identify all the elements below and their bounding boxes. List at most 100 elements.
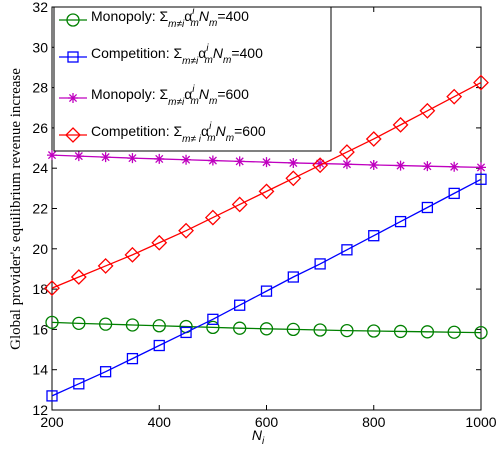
y-tick-label: 26 — [32, 120, 48, 136]
data-point — [126, 352, 139, 365]
data-point — [70, 269, 87, 285]
legend-item: Competition: Σm≠ iαi mNm=600 — [59, 121, 266, 145]
series-1 — [45, 315, 488, 340]
data-point — [153, 339, 165, 352]
data-point — [259, 322, 274, 336]
data-point — [180, 326, 192, 339]
y-tick-label: 32 — [32, 0, 48, 15]
y-axis-label: Global provider's equilibrium revenue in… — [8, 68, 24, 350]
legend-label: Competition: Σm≠iαi mNm=400 — [91, 43, 263, 67]
data-point — [181, 154, 192, 165]
data-point — [476, 162, 486, 173]
data-point — [475, 173, 487, 185]
series-line — [51, 321, 482, 334]
data-point — [98, 317, 113, 331]
data-point — [314, 258, 326, 270]
data-point — [97, 258, 114, 274]
data-point — [288, 157, 299, 168]
data-point — [124, 246, 141, 263]
y-tick-label: 16 — [32, 321, 48, 337]
data-point — [46, 390, 58, 402]
legend-label: Competition: Σm≠ iαi mNm=600 — [91, 121, 266, 145]
data-point — [127, 153, 138, 164]
x-tick-label: 400 — [148, 414, 172, 430]
data-point — [234, 156, 245, 167]
data-point — [395, 160, 406, 171]
y-tick-label: 28 — [32, 80, 48, 96]
x-tick-label: 200 — [40, 414, 64, 430]
data-point — [44, 280, 60, 297]
legend-marker — [68, 93, 78, 103]
data-point — [178, 222, 194, 239]
series-3 — [47, 150, 486, 173]
data-point — [45, 315, 59, 329]
data-point — [340, 323, 354, 338]
y-tick-label: 18 — [32, 281, 48, 297]
data-point — [341, 244, 353, 256]
data-point — [473, 74, 489, 91]
data-point — [287, 271, 299, 283]
x-axis-label: Ni — [252, 427, 265, 447]
legend: Monopoly: Σm≠iαi mNm=400 Competition: Σm≠i… — [53, 6, 332, 152]
data-point — [368, 230, 380, 242]
data-point — [285, 170, 302, 187]
y-tick-label: 22 — [32, 201, 48, 217]
data-point — [100, 152, 111, 163]
legend-item: Monopoly: Σm≠iαi mNm=400 — [59, 6, 249, 30]
x-tick-label: 600 — [255, 414, 279, 430]
legend-label: Monopoly: Σm≠iαi mNm=400 — [91, 6, 249, 30]
series-line — [51, 178, 482, 397]
legend-box — [53, 6, 332, 152]
data-point — [99, 366, 112, 378]
data-point — [260, 285, 273, 297]
data-point — [448, 187, 460, 200]
data-point — [261, 157, 272, 168]
data-point — [449, 161, 460, 172]
data-point — [72, 316, 86, 331]
series-4 — [44, 74, 489, 297]
legend-item: Monopoly: Σm≠iαi mNm=600 — [59, 84, 249, 108]
legend-item: Competition: Σm≠iαi mNm=400 — [59, 43, 263, 67]
y-tick-label: 12 — [32, 402, 48, 418]
legend-label: Monopoly: Σm≠iαi mNm=600 — [91, 84, 249, 108]
data-point — [313, 323, 327, 337]
data-point — [422, 161, 433, 172]
y-tick-label: 14 — [32, 362, 48, 378]
y-tick-label: 30 — [32, 39, 48, 55]
data-point — [154, 153, 165, 164]
series-line — [51, 81, 482, 289]
legend-marker — [65, 127, 81, 143]
data-point — [286, 322, 300, 337]
x-tick-label: 1000 — [465, 414, 496, 430]
legend-marker — [67, 51, 79, 63]
data-point — [365, 131, 382, 147]
data-point — [367, 324, 381, 338]
data-point — [207, 155, 218, 166]
data-point — [312, 157, 329, 174]
data-point — [393, 324, 408, 339]
data-point — [419, 102, 436, 119]
data-point — [474, 325, 488, 340]
data-point — [151, 234, 168, 251]
data-point — [420, 325, 435, 339]
data-point — [315, 158, 326, 169]
data-point — [234, 299, 246, 311]
data-point — [368, 159, 379, 170]
legend-marker — [66, 13, 80, 27]
data-point — [446, 88, 463, 105]
y-tick-label: 24 — [32, 160, 48, 176]
data-point — [73, 151, 84, 162]
x-tick-label: 800 — [362, 414, 386, 430]
data-point — [125, 318, 140, 332]
data-point — [73, 378, 85, 390]
data-point — [392, 116, 409, 133]
data-point — [233, 321, 247, 335]
data-point — [421, 201, 434, 214]
series-2 — [46, 173, 487, 402]
y-tick-label: 20 — [32, 241, 48, 257]
data-point — [204, 209, 221, 226]
data-point — [339, 144, 355, 160]
data-point — [47, 150, 57, 161]
data-point — [394, 215, 407, 228]
